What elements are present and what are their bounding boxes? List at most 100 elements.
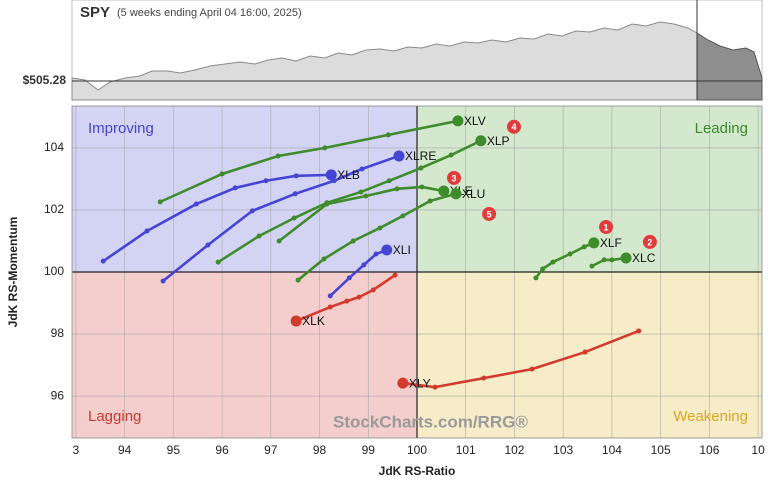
- tail-head: [397, 377, 409, 389]
- tail-head: [620, 252, 632, 264]
- y-tick-label: 104: [44, 140, 64, 154]
- plot: 3 94 95 96 97 98 99 100 101 102 103 104 105 106 10 96 98…: [44, 105, 765, 457]
- series-label: XLK: [302, 314, 325, 328]
- tail-point: [215, 259, 221, 265]
- tail-point: [582, 349, 588, 355]
- tail-point: [636, 328, 642, 334]
- quadrant-weakening: [417, 272, 762, 438]
- tail-point: [601, 257, 607, 263]
- annotation-number: 1: [604, 222, 609, 232]
- tail-point: [358, 189, 364, 195]
- tail-point: [100, 258, 106, 264]
- tail-point: [370, 287, 376, 293]
- series-label: XLI: [393, 243, 411, 257]
- quadrant-label: Weakening: [673, 408, 748, 425]
- tail-point: [581, 244, 587, 250]
- tail-line: [402, 329, 640, 389]
- x-tick-label: 105: [651, 443, 671, 457]
- tail-point: [295, 277, 301, 283]
- tail-point: [157, 199, 163, 205]
- tail-point: [609, 257, 615, 263]
- tail-point: [249, 208, 255, 214]
- x-tick-label: 104: [602, 443, 622, 457]
- tail-point: [327, 293, 333, 299]
- tail-point: [418, 165, 424, 171]
- annotation-marker: [447, 170, 462, 185]
- tail-point: [400, 213, 406, 219]
- watermark: StockCharts.com/RRG®: [333, 412, 528, 431]
- tail-point: [385, 132, 391, 138]
- tail-point: [589, 263, 595, 269]
- tail-point: [386, 178, 392, 184]
- quadrant-label: Lagging: [88, 408, 141, 425]
- y-tick-label: 100: [44, 264, 64, 278]
- price-area-recent: [696, 32, 763, 101]
- x-tick-label: 96: [215, 443, 229, 457]
- annotation-marker: [599, 220, 614, 235]
- tail-point: [394, 186, 400, 192]
- tail-point: [427, 198, 433, 204]
- tail-point: [346, 275, 352, 281]
- tail-point: [392, 272, 398, 278]
- series-label: XLY: [409, 376, 431, 390]
- tail-point: [144, 228, 150, 234]
- tail-point: [291, 215, 297, 221]
- tail-point: [219, 171, 225, 177]
- tail-point: [275, 153, 281, 159]
- tail-point: [256, 233, 262, 239]
- tail-head: [438, 185, 450, 197]
- series-label: XLP: [487, 134, 510, 148]
- tail-line: [159, 119, 459, 204]
- tail-point: [276, 238, 282, 244]
- y-tick-label: 98: [51, 326, 65, 340]
- series-label: XLB: [337, 168, 360, 182]
- subtitle: (5 weeks ending April 04 16:00, 2025): [117, 7, 302, 19]
- tail-head: [452, 115, 464, 127]
- tail-point: [356, 294, 362, 300]
- tail-point: [205, 242, 211, 248]
- annotation-marker: [642, 234, 657, 249]
- tail-point: [363, 193, 369, 199]
- tail-head: [325, 169, 337, 181]
- tail-point: [533, 275, 539, 281]
- x-tick-label: 97: [264, 443, 278, 457]
- x-tick-label: 103: [553, 443, 573, 457]
- tail-point: [293, 173, 299, 179]
- tail-point: [419, 184, 425, 190]
- quadrant-lagging: [72, 272, 417, 438]
- tail-point: [322, 145, 328, 151]
- tail-point: [361, 262, 367, 268]
- tail-point: [529, 366, 535, 372]
- tail-point: [321, 256, 327, 262]
- tail-point: [448, 152, 454, 158]
- tail-point: [377, 225, 383, 231]
- y-tick-label: 102: [44, 202, 64, 216]
- annotation-marker: [482, 206, 497, 221]
- series-label: XLF: [600, 236, 622, 250]
- tail-point: [373, 251, 379, 257]
- x-tick-label: 3: [73, 443, 80, 457]
- tail-head: [393, 150, 405, 162]
- x-axis-title: JdK RS-Ratio: [379, 464, 456, 478]
- tail-point: [432, 384, 438, 390]
- x-tick-label: 100: [407, 443, 427, 457]
- x-tick-label: 102: [504, 443, 524, 457]
- x-tick-label: 106: [699, 443, 719, 457]
- x-tick-label: 98: [313, 443, 327, 457]
- tail-point: [540, 266, 546, 272]
- x-tick-label: 95: [167, 443, 181, 457]
- tail-head: [588, 237, 600, 249]
- x-tick-label: 101: [456, 443, 476, 457]
- plot-border: [71, 105, 763, 439]
- tail-head: [290, 315, 302, 327]
- tail-point: [160, 278, 166, 284]
- tail-point: [359, 166, 365, 172]
- tail-point: [350, 238, 356, 244]
- tail-line: [591, 256, 627, 268]
- annotation-number: 5: [487, 209, 492, 219]
- tail-line: [295, 274, 396, 323]
- y-tick-label: 96: [51, 388, 65, 402]
- x-tick-label: 99: [362, 443, 376, 457]
- price-label: $505.28: [23, 73, 67, 87]
